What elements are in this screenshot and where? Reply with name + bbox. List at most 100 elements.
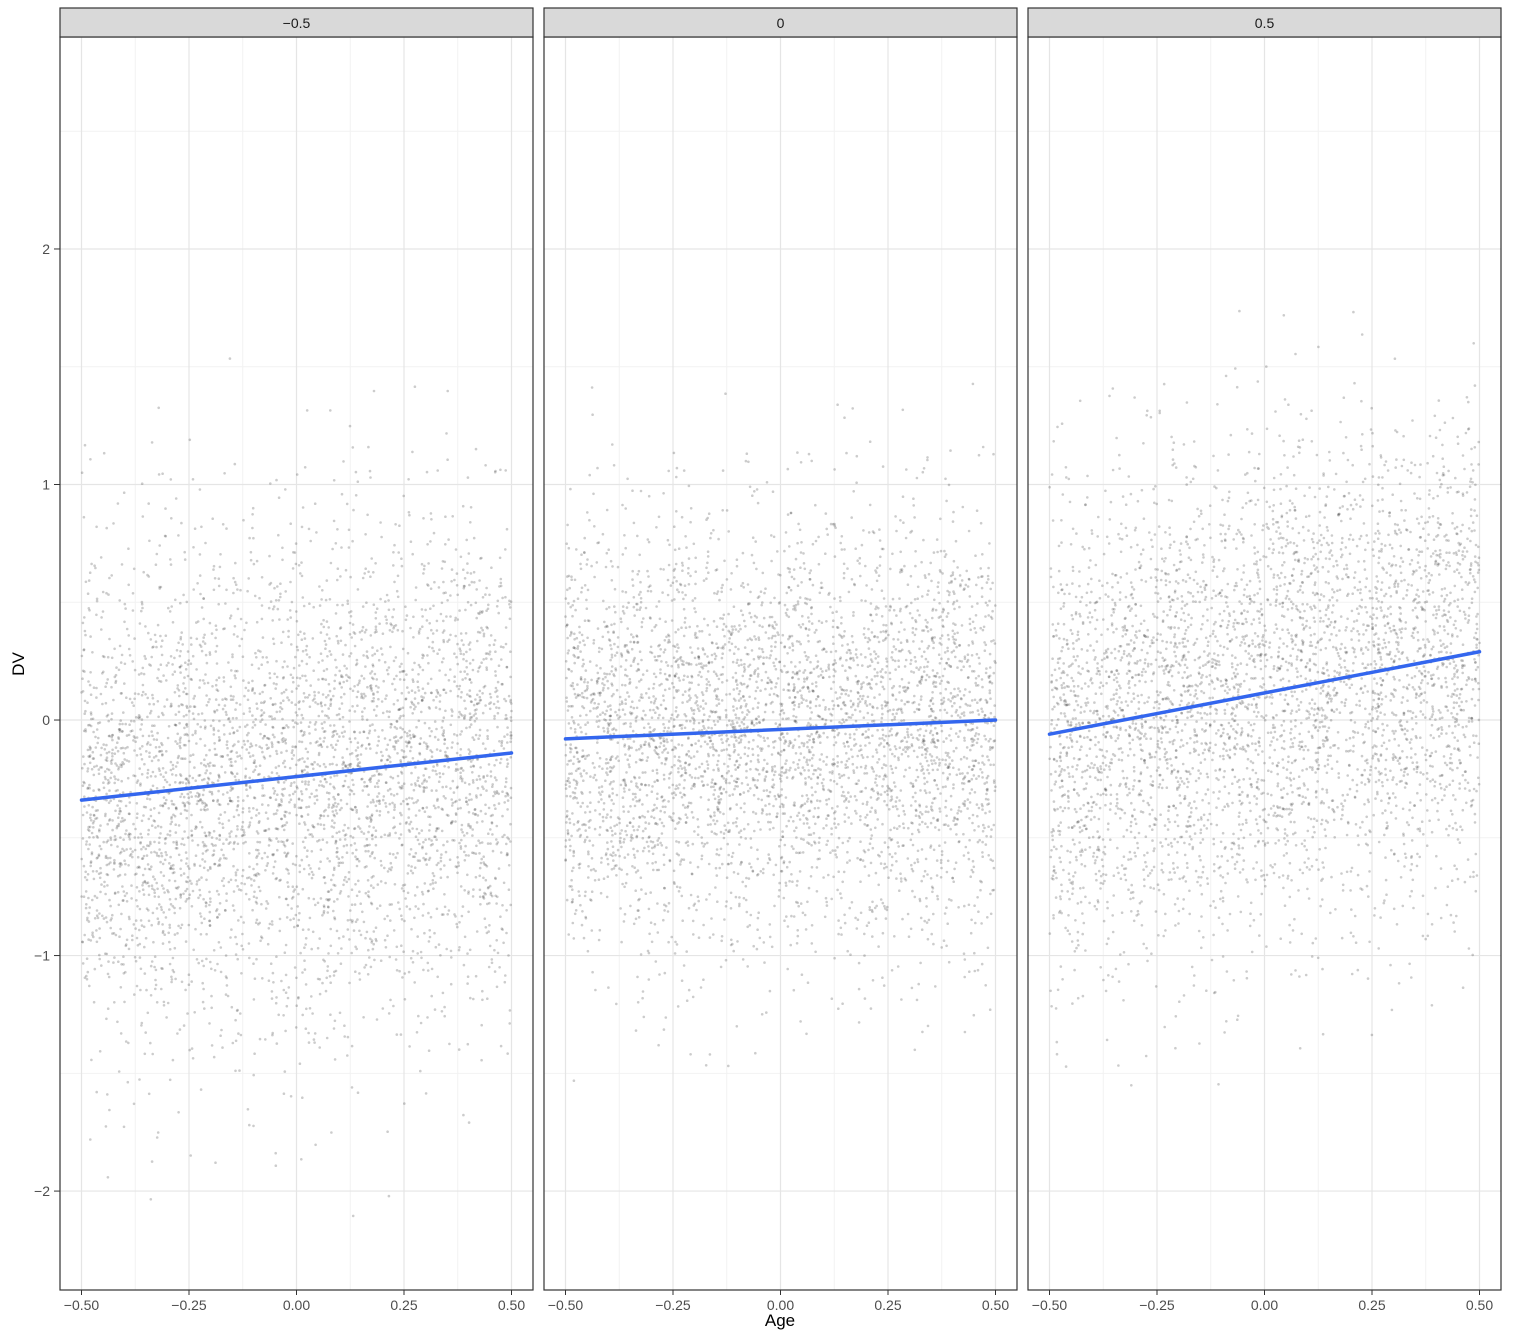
scatter-point	[179, 795, 182, 799]
scatter-point	[285, 724, 288, 727]
scatter-point	[388, 955, 392, 959]
scatter-point	[204, 653, 208, 657]
scatter-point	[208, 919, 211, 923]
scatter-point	[507, 837, 511, 841]
scatter-point	[314, 903, 317, 907]
scatter-point	[418, 753, 422, 756]
scatter-point	[304, 696, 307, 699]
scatter-point	[116, 788, 119, 792]
scatter-point	[224, 954, 228, 957]
scatter-point	[236, 868, 239, 872]
scatter-point	[423, 691, 427, 695]
scatter-point	[353, 710, 357, 713]
scatter-point	[344, 764, 348, 768]
scatter-point	[295, 610, 298, 613]
scatter-point	[287, 872, 291, 875]
scatter-point	[319, 652, 323, 655]
scatter-point	[194, 729, 197, 733]
scatter-point	[446, 389, 450, 393]
scatter-point	[506, 762, 510, 765]
scatter-point	[190, 834, 193, 838]
scatter-point	[145, 854, 149, 857]
scatter-point	[741, 613, 745, 617]
scatter-point	[283, 739, 287, 743]
scatter-point	[337, 861, 341, 865]
scatter-point	[276, 809, 279, 812]
scatter-point	[422, 517, 425, 520]
scatter-point	[370, 676, 374, 680]
scatter-point	[415, 827, 419, 831]
scatter-point	[217, 789, 220, 793]
scatter-point	[401, 755, 405, 759]
scatter-point	[312, 778, 316, 781]
scatter-point	[229, 757, 233, 761]
scatter-point	[738, 624, 741, 627]
scatter-point	[377, 697, 380, 701]
scatter-point	[484, 780, 487, 783]
scatter-point	[479, 766, 482, 769]
scatter-point	[404, 822, 408, 825]
scatter-point	[375, 809, 379, 813]
scatter-point	[488, 901, 491, 905]
scatter-point	[430, 755, 434, 758]
scatter-point	[138, 715, 142, 719]
scatter-point	[258, 596, 261, 600]
scatter-point	[414, 598, 418, 602]
scatter-point	[322, 625, 326, 629]
scatter-point	[147, 734, 151, 738]
scatter-point	[347, 675, 350, 679]
scatter-point	[298, 822, 301, 825]
scatter-point	[407, 740, 411, 743]
scatter-point	[461, 504, 465, 508]
scatter-point	[140, 1021, 144, 1025]
scatter-point	[497, 611, 501, 615]
y-tick-label: −2	[34, 1183, 50, 1199]
scatter-point	[478, 689, 482, 693]
scatter-point	[641, 829, 645, 833]
scatter-point	[85, 903, 88, 906]
scatter-point	[184, 940, 188, 943]
scatter-point	[916, 860, 920, 864]
scatter-point	[240, 944, 243, 948]
scatter-point	[257, 773, 260, 776]
scatter-point	[300, 729, 304, 733]
scatter-point	[352, 929, 356, 932]
scatter-point	[332, 785, 335, 789]
scatter-point	[117, 1070, 121, 1073]
scatter-point	[894, 515, 897, 518]
scatter-point	[234, 669, 237, 673]
scatter-point	[429, 677, 433, 681]
scatter-point	[425, 744, 429, 748]
scatter-point	[238, 1069, 241, 1072]
scatter-point	[314, 720, 318, 724]
scatter-point	[167, 725, 171, 728]
scatter-point	[984, 843, 988, 846]
scatter-point	[124, 944, 128, 948]
scatter-point	[107, 960, 110, 963]
scatter-point	[434, 769, 437, 773]
scatter-point	[408, 822, 411, 826]
scatter-point	[912, 504, 915, 507]
scatter-point	[938, 682, 942, 685]
scatter-point	[486, 886, 490, 890]
scatter-point	[293, 805, 297, 809]
scatter-point	[193, 864, 196, 867]
scatter-point	[625, 824, 629, 827]
scatter-point	[658, 713, 661, 717]
scatter-point	[100, 746, 103, 750]
scatter-point	[185, 692, 189, 696]
scatter-point	[235, 716, 238, 720]
scatter-point	[280, 692, 284, 695]
scatter-point	[402, 799, 405, 803]
scatter-point	[462, 1113, 465, 1117]
scatter-point	[333, 917, 337, 921]
scatter-point	[408, 853, 411, 856]
scatter-point	[401, 727, 405, 731]
scatter-point	[170, 975, 173, 979]
scatter-point	[229, 789, 232, 792]
scatter-point	[260, 902, 263, 906]
scatter-point	[114, 777, 117, 781]
scatter-point	[224, 993, 228, 996]
scatter-point	[326, 911, 330, 914]
scatter-point	[284, 991, 288, 994]
